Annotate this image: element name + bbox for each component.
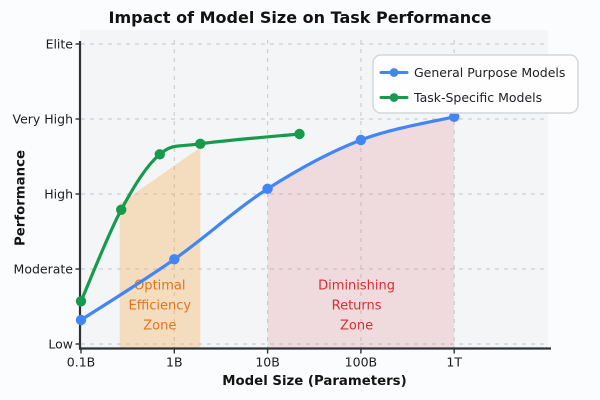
chart-title: Impact of Model Size on Task Performance (108, 8, 492, 27)
data-point-general-purpose-models (169, 254, 180, 265)
data-point-general-purpose-models (75, 314, 87, 326)
zone-optimal-efficiency-zone (119, 147, 201, 349)
legend-item-general-purpose-models: General Purpose Models (379, 65, 565, 80)
y-tick-label: Very High (12, 111, 73, 126)
zone-label-line: Optimal (134, 278, 185, 293)
zone-label-line: Zone (143, 318, 176, 333)
legend: General Purpose Models Task-Specific Mode… (372, 54, 579, 114)
x-tick-label: 1B (166, 355, 183, 370)
legend-swatch-marker (389, 68, 399, 77)
y-axis-title: Performance (13, 150, 29, 246)
zone-label-line: Zone (340, 318, 373, 333)
x-tick-label: 0.1B (67, 355, 95, 370)
legend-label: General Purpose Models (414, 65, 565, 80)
data-point-general-purpose-models (449, 111, 460, 123)
x-axis-title: Model Size (Parameters) (222, 374, 407, 389)
data-point-general-purpose-models (262, 183, 273, 194)
y-tick-label: Elite (46, 36, 74, 51)
zone-label-optimal-efficiency-zone: Optimal Efficiency Zone (128, 278, 191, 333)
zone-label-diminishing-returns-zone: Diminishing Returns Zone (318, 278, 395, 333)
y-tick-label: High (44, 186, 73, 201)
zone-diminishing-returns-zone (267, 116, 455, 349)
y-tick-label: Low (48, 336, 73, 351)
x-tick-label: 100B (345, 355, 377, 370)
data-point-task-specific-models (154, 149, 165, 160)
data-point-general-purpose-models (355, 134, 367, 146)
data-point-task-specific-models (294, 128, 305, 140)
x-tick-label: 10B (255, 355, 279, 370)
legend-item-task-specific-models: Task-Specific Models (379, 90, 542, 105)
legend-label: Task-Specific Models (413, 90, 542, 105)
data-point-task-specific-models (195, 138, 206, 149)
zone-label-line: Diminishing (318, 278, 395, 293)
x-tick-label: 1T (446, 355, 462, 370)
legend-box (372, 54, 579, 114)
data-point-task-specific-models (116, 204, 127, 215)
data-point-task-specific-models (75, 296, 87, 307)
zone-label-line: Returns (332, 298, 382, 313)
y-tick-label: Moderate (14, 261, 74, 276)
zone-label-line: Efficiency (128, 298, 191, 313)
legend-swatch-marker (389, 93, 399, 102)
